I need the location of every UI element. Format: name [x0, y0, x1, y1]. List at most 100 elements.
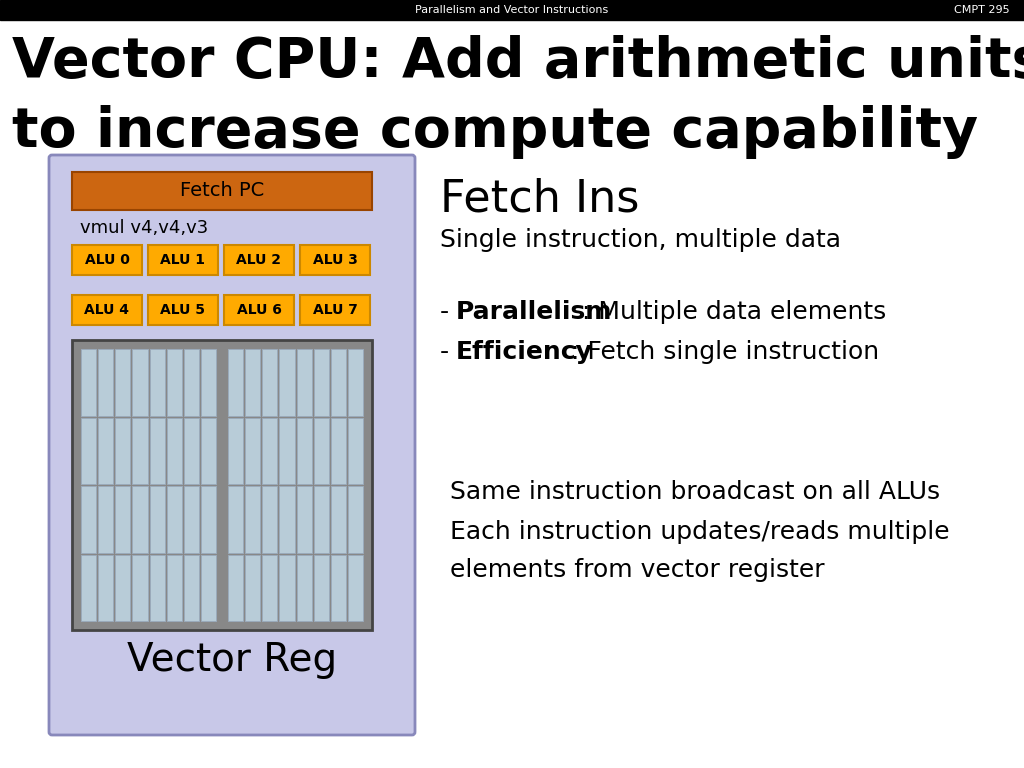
Bar — [150, 349, 165, 415]
Bar — [313, 486, 329, 552]
Bar — [81, 418, 96, 484]
Bar — [81, 554, 96, 621]
Bar — [132, 418, 147, 484]
Bar — [116, 418, 130, 484]
Bar — [167, 554, 181, 621]
Bar — [300, 295, 370, 325]
Text: Single instruction, multiple data: Single instruction, multiple data — [440, 228, 841, 252]
Bar — [297, 486, 311, 552]
Bar — [98, 418, 114, 484]
Text: ALU 7: ALU 7 — [312, 303, 357, 317]
Text: Fetch Ins: Fetch Ins — [440, 178, 639, 221]
Text: ALU 4: ALU 4 — [85, 303, 129, 317]
Bar — [228, 349, 243, 415]
Text: ALU 2: ALU 2 — [237, 253, 282, 267]
Bar — [72, 172, 372, 210]
Text: elements from vector register: elements from vector register — [450, 558, 824, 582]
Bar — [348, 554, 362, 621]
Bar — [98, 349, 114, 415]
Bar — [331, 554, 346, 621]
Text: Parallelism and Vector Instructions: Parallelism and Vector Instructions — [416, 5, 608, 15]
Bar — [81, 349, 96, 415]
Bar — [313, 554, 329, 621]
Bar — [224, 295, 294, 325]
Text: -: - — [440, 300, 457, 324]
Bar — [245, 554, 260, 621]
Text: : Fetch single instruction: : Fetch single instruction — [571, 340, 880, 364]
Bar — [72, 340, 372, 630]
Bar — [183, 554, 199, 621]
Text: Each instruction updates/reads multiple: Each instruction updates/reads multiple — [450, 520, 949, 544]
Bar — [348, 418, 362, 484]
Bar — [331, 486, 346, 552]
Bar — [331, 418, 346, 484]
Bar — [297, 418, 311, 484]
Bar — [148, 295, 218, 325]
Bar — [132, 554, 147, 621]
Bar — [300, 245, 370, 275]
Bar — [262, 486, 278, 552]
Bar — [132, 486, 147, 552]
Bar — [280, 486, 295, 552]
Bar — [72, 245, 142, 275]
Text: CMPT 295: CMPT 295 — [954, 5, 1010, 15]
Bar — [201, 418, 216, 484]
Bar — [150, 554, 165, 621]
Bar — [262, 349, 278, 415]
Text: to increase compute capability: to increase compute capability — [12, 105, 978, 159]
Bar — [98, 486, 114, 552]
Text: Vector CPU: Add arithmetic units: Vector CPU: Add arithmetic units — [12, 35, 1024, 89]
Bar — [183, 486, 199, 552]
Text: ALU 6: ALU 6 — [237, 303, 282, 317]
Bar — [132, 349, 147, 415]
Bar — [116, 554, 130, 621]
Bar — [245, 349, 260, 415]
Text: Same instruction broadcast on all ALUs: Same instruction broadcast on all ALUs — [450, 480, 940, 504]
Bar — [201, 486, 216, 552]
Bar — [280, 349, 295, 415]
Bar — [348, 349, 362, 415]
Text: Fetch PC: Fetch PC — [180, 181, 264, 200]
Bar — [148, 245, 218, 275]
Bar — [262, 554, 278, 621]
Bar — [280, 418, 295, 484]
Bar — [0, 0, 1024, 20]
Bar — [331, 349, 346, 415]
Text: ALU 3: ALU 3 — [312, 253, 357, 267]
Bar — [228, 554, 243, 621]
Bar — [201, 349, 216, 415]
Bar — [167, 486, 181, 552]
Bar — [297, 554, 311, 621]
Bar — [245, 418, 260, 484]
Text: vmul v4,v4,v3: vmul v4,v4,v3 — [80, 219, 208, 237]
Text: ALU 1: ALU 1 — [161, 253, 206, 267]
Bar — [228, 418, 243, 484]
Bar — [297, 349, 311, 415]
Bar — [201, 554, 216, 621]
Bar — [116, 486, 130, 552]
Bar — [167, 418, 181, 484]
Text: -: - — [440, 340, 457, 364]
Text: Parallelism: Parallelism — [456, 300, 612, 324]
Bar — [228, 486, 243, 552]
Text: Vector Reg: Vector Reg — [127, 641, 337, 679]
Bar — [167, 349, 181, 415]
Bar — [183, 418, 199, 484]
Text: Efficiency: Efficiency — [456, 340, 593, 364]
Bar — [150, 486, 165, 552]
Bar — [313, 349, 329, 415]
Bar — [72, 295, 142, 325]
Bar — [348, 486, 362, 552]
Bar — [81, 486, 96, 552]
Text: ALU 0: ALU 0 — [85, 253, 129, 267]
Bar — [116, 349, 130, 415]
Bar — [224, 245, 294, 275]
Bar — [280, 554, 295, 621]
Bar — [98, 554, 114, 621]
Bar — [313, 418, 329, 484]
Bar — [183, 349, 199, 415]
Bar — [245, 486, 260, 552]
Bar — [150, 418, 165, 484]
FancyBboxPatch shape — [49, 155, 415, 735]
Bar — [262, 418, 278, 484]
